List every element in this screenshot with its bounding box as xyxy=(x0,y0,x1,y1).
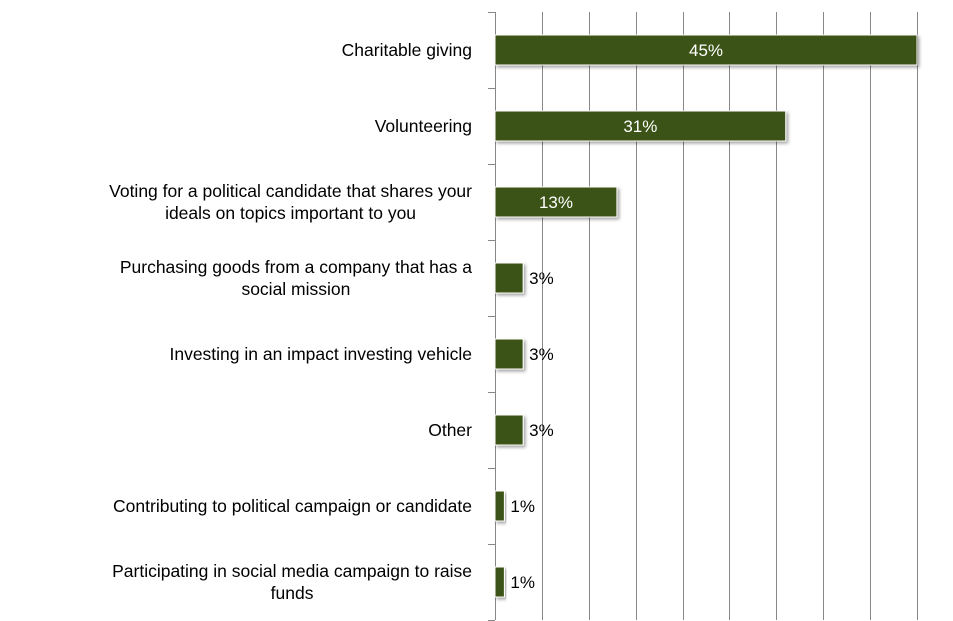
category-label: Voting for a political candidate that sh… xyxy=(109,181,472,223)
category-label: Investing in an impact investing vehicle xyxy=(169,344,472,364)
data-label: 45% xyxy=(689,41,723,60)
bar xyxy=(494,186,618,218)
category-label: Participating in social media campaign t… xyxy=(112,561,472,603)
category-label: Purchasing goods from a company that has… xyxy=(120,257,472,299)
category-labels: Charitable giving Volunteering Voting for … xyxy=(109,40,472,603)
gridlines xyxy=(542,12,918,620)
bar xyxy=(494,34,918,66)
data-label: 13% xyxy=(539,193,573,212)
bar xyxy=(494,490,505,522)
category-label: Volunteering xyxy=(375,116,472,136)
bar xyxy=(494,414,524,446)
bar xyxy=(494,110,787,142)
bars xyxy=(494,34,918,598)
bar xyxy=(494,566,505,598)
data-label: 1% xyxy=(510,497,535,516)
data-label: 31% xyxy=(623,117,657,136)
category-label: Other xyxy=(428,420,472,440)
category-label: Contributing to political campaign or ca… xyxy=(113,496,472,516)
data-label: 1% xyxy=(510,573,535,592)
data-label: 3% xyxy=(529,269,554,288)
data-labels: 45% 31% 13% 3% 3% 3% 1% 1% xyxy=(510,41,723,592)
data-label: 3% xyxy=(529,345,554,364)
data-label: 3% xyxy=(529,421,554,440)
category-axis xyxy=(488,12,496,621)
bar xyxy=(494,338,524,370)
category-label: Charitable giving xyxy=(342,40,472,60)
bar xyxy=(494,262,524,294)
